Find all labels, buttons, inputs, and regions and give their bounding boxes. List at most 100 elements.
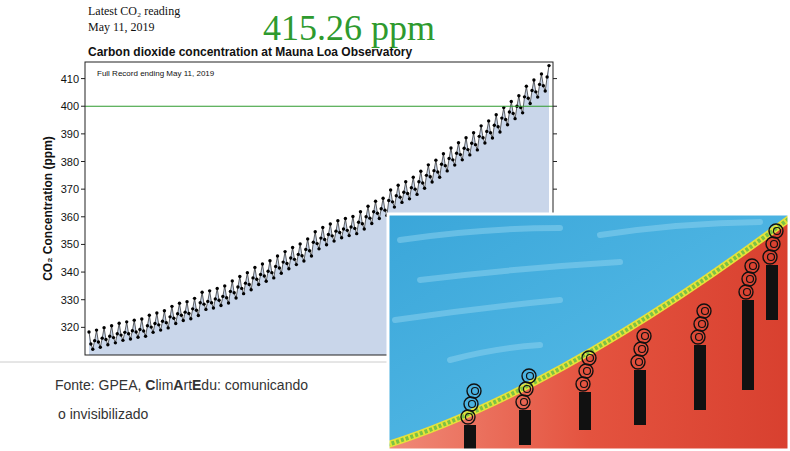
data-point: [116, 332, 119, 335]
chimney: [694, 345, 706, 410]
sky-streak: [600, 222, 760, 235]
data-point: [170, 305, 173, 308]
data-point: [534, 90, 537, 93]
data-point: [123, 331, 126, 334]
data-point: [395, 194, 398, 197]
data-point: [278, 266, 281, 269]
data-point: [374, 200, 377, 203]
data-point: [427, 163, 430, 166]
data-point: [459, 153, 462, 156]
data-point: [206, 300, 209, 303]
data-point: [165, 321, 168, 324]
data-point: [491, 136, 494, 139]
data-point: [513, 117, 516, 120]
data-point: [506, 123, 509, 126]
y-tick: [81, 133, 85, 134]
data-point: [476, 148, 479, 151]
smoke: [745, 259, 759, 273]
smoke: [584, 368, 591, 375]
smoke: [747, 276, 754, 283]
data-point: [178, 302, 181, 305]
data-point: [214, 297, 217, 300]
data-point: [547, 64, 550, 67]
data-point: [436, 170, 439, 173]
smoke: [467, 384, 481, 398]
smoke: [769, 224, 783, 238]
data-point: [244, 281, 247, 284]
data-point: [151, 331, 154, 334]
data-point: [99, 346, 102, 349]
data-point: [408, 197, 411, 200]
data-point: [404, 180, 407, 183]
smoke: [522, 369, 536, 383]
data-point: [338, 231, 341, 234]
caption-word: GPEA,: [99, 377, 146, 393]
data-point: [270, 271, 273, 274]
data-point: [125, 320, 128, 323]
data-point: [493, 124, 496, 127]
chimney: [464, 425, 476, 451]
data-point: [444, 164, 447, 167]
data-point: [240, 287, 243, 290]
data-point: [447, 157, 450, 160]
data-point: [148, 314, 151, 317]
chimney: [766, 265, 778, 320]
data-point: [389, 188, 392, 191]
painting-border: [388, 214, 789, 450]
data-point: [117, 322, 120, 325]
caption-word: invisibilizado: [70, 406, 149, 422]
data-point: [366, 205, 369, 208]
data-point: [210, 301, 213, 304]
smoke: [524, 386, 531, 393]
data-point: [525, 85, 528, 88]
painting-inner: [387, 213, 790, 451]
y-tick: [81, 161, 85, 162]
data-point: [396, 184, 399, 187]
data-point: [511, 112, 514, 115]
y-tick-label: 400: [61, 100, 79, 112]
data-point: [334, 229, 337, 232]
latest-reading: 415.26 ppm: [263, 8, 435, 48]
data-point: [265, 280, 268, 283]
data-point: [347, 234, 350, 237]
data-point: [353, 227, 356, 230]
smoke: [699, 321, 706, 328]
y-tick: [81, 244, 85, 245]
data-point: [387, 199, 390, 202]
data-point: [263, 274, 266, 277]
data-point: [108, 335, 111, 338]
data-point: [274, 265, 277, 268]
caption-letter: E: [192, 377, 201, 393]
data-point: [102, 326, 105, 329]
sky-streak: [395, 300, 560, 320]
data-point: [412, 176, 415, 179]
data-point: [451, 158, 454, 161]
data-point: [380, 207, 383, 210]
caption-line: o invisibilizado: [58, 406, 148, 422]
data-point: [528, 102, 531, 105]
data-point: [127, 332, 130, 335]
y-tick: [81, 272, 85, 273]
y-tick: [81, 299, 85, 300]
y-tick-label: 340: [61, 266, 79, 278]
data-point: [216, 287, 219, 290]
data-point: [101, 336, 104, 339]
data-point: [455, 152, 458, 155]
y-tick-right: [553, 189, 557, 190]
data-point: [253, 266, 256, 269]
separator: [0, 362, 395, 363]
data-point: [378, 217, 381, 220]
chimney: [742, 300, 754, 390]
data-point: [208, 289, 211, 292]
data-point: [119, 333, 122, 336]
reading-date: May 11, 2019: [88, 20, 155, 34]
data-point: [361, 222, 364, 225]
data-point: [521, 111, 524, 114]
data-point: [332, 239, 335, 242]
smoke: [739, 285, 753, 299]
y-tick-label: 360: [61, 211, 79, 223]
data-point: [204, 308, 207, 311]
data-point: [180, 314, 183, 317]
data-point: [489, 131, 492, 134]
data-point: [144, 335, 147, 338]
